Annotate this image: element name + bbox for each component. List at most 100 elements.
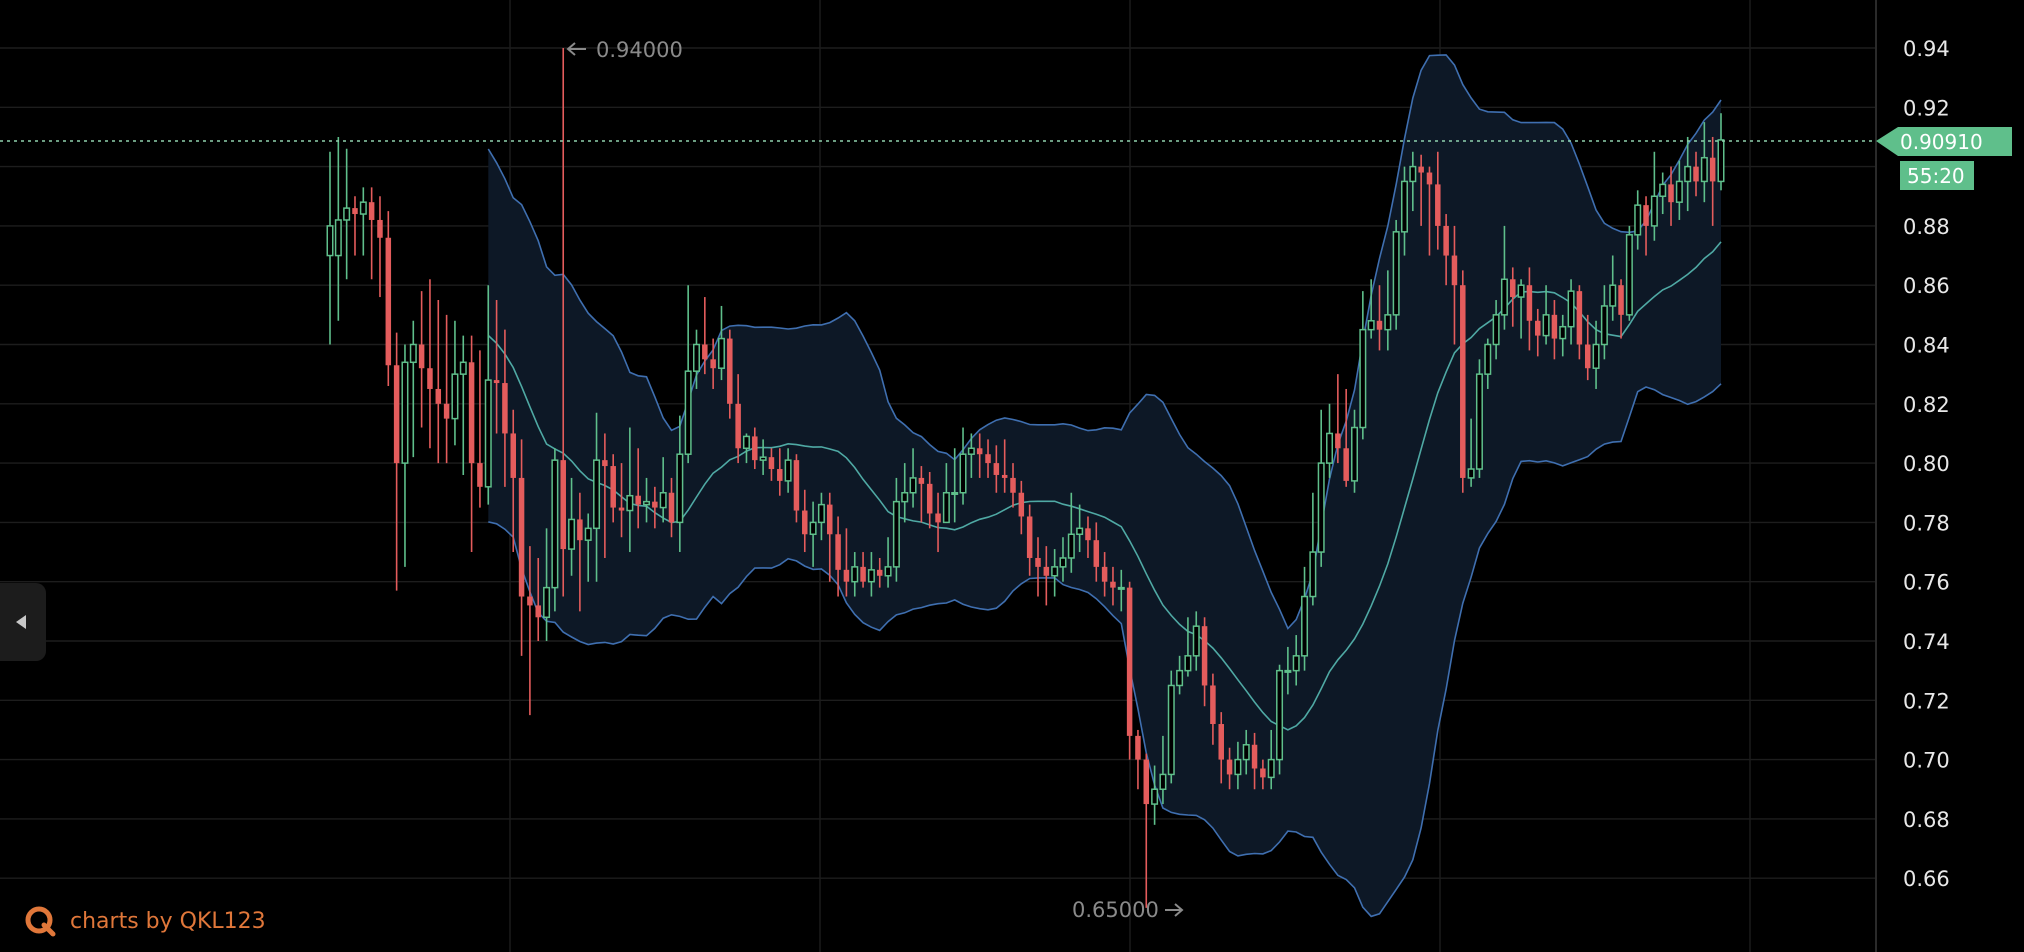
candle: [1634, 190, 1642, 250]
candle: [1367, 279, 1375, 339]
candle: [1659, 172, 1667, 215]
candle: [909, 448, 917, 508]
candle: [1475, 359, 1483, 478]
low-value: 0.65000: [1072, 898, 1159, 922]
band-fill: [488, 54, 1721, 917]
candle: [1234, 741, 1242, 790]
y-tick-label: 0.88: [1903, 215, 1950, 239]
brand-text: charts by QKL123: [70, 908, 266, 934]
y-tick-label: 0.70: [1903, 749, 1950, 773]
candle: [1085, 516, 1091, 558]
candle: [1675, 160, 1683, 220]
candle: [377, 196, 383, 298]
candle: [1059, 537, 1067, 582]
brand-watermark[interactable]: charts by QKL123: [24, 905, 266, 937]
candle: [1542, 285, 1550, 345]
candle: [1576, 285, 1583, 360]
candle: [593, 412, 601, 582]
candle: [527, 546, 533, 716]
candle: [1284, 646, 1292, 695]
candle: [1409, 151, 1417, 212]
y-tick-label: 0.86: [1903, 274, 1950, 298]
candle: [1251, 732, 1258, 790]
y-tick-label: 0.82: [1903, 393, 1950, 417]
candle: [502, 329, 508, 487]
candle: [1260, 759, 1266, 790]
candle: [1218, 712, 1224, 784]
caret-left-icon: [16, 615, 26, 629]
y-tick-label: 0.72: [1903, 689, 1950, 713]
candle: [1210, 673, 1216, 745]
candle: [1326, 403, 1334, 478]
candle: [659, 457, 667, 523]
candle: [451, 320, 459, 446]
candle: [1443, 214, 1449, 286]
candle: [1117, 569, 1125, 612]
y-tick-label: 0.84: [1903, 334, 1950, 358]
candle: [1167, 670, 1175, 784]
candle: [459, 335, 467, 475]
current-price-tag: 0.90910: [1876, 127, 2012, 156]
candle: [626, 427, 634, 553]
candle: [635, 448, 641, 529]
candle: [827, 492, 833, 582]
candle: [1159, 735, 1167, 805]
candle: [602, 433, 608, 558]
candle: [735, 374, 741, 464]
candle: [1201, 617, 1208, 707]
candle: [1609, 255, 1617, 321]
candle: [484, 285, 492, 505]
candle: [1467, 418, 1475, 487]
candle: [326, 151, 334, 345]
candle: [901, 463, 909, 523]
candle: [1035, 537, 1041, 597]
candle: [409, 320, 417, 458]
collapse-panel-button[interactable]: [0, 583, 46, 661]
candle: [1010, 463, 1016, 508]
candle: [1510, 267, 1516, 327]
candle: [610, 454, 616, 523]
candle: [843, 528, 850, 597]
candle: [435, 300, 442, 464]
candle: [1018, 480, 1025, 535]
candle: [1451, 225, 1458, 345]
candle: [993, 445, 1000, 493]
candle: [702, 297, 708, 375]
candle: [510, 409, 516, 553]
candle: [926, 471, 933, 529]
candle: [551, 448, 559, 612]
candle: [1001, 439, 1008, 493]
candle: [1600, 285, 1608, 360]
candle: [1384, 270, 1392, 351]
candle: [1517, 279, 1525, 339]
candle: [493, 300, 500, 434]
candle: [802, 489, 808, 553]
candle: [1618, 279, 1624, 339]
candle: [1584, 314, 1591, 381]
candle: [1101, 552, 1108, 597]
high-value: 0.94000: [596, 38, 683, 62]
candle: [1400, 166, 1408, 256]
y-tick-label: 0.78: [1903, 511, 1950, 535]
candle: [1567, 279, 1575, 345]
candle: [1693, 151, 1699, 197]
candle: [1176, 655, 1184, 695]
y-tick-label: 0.68: [1903, 808, 1950, 832]
candle: [976, 433, 983, 478]
candle: [1392, 219, 1400, 330]
candle: [1043, 546, 1050, 606]
candle: [918, 466, 925, 523]
candle: [643, 477, 651, 523]
candle: [584, 513, 592, 582]
candle: [427, 279, 433, 449]
candle: [652, 486, 658, 529]
low-annotation: 0.65000: [1072, 898, 1184, 922]
candle: [1110, 566, 1116, 606]
candle: [684, 285, 692, 464]
candle: [752, 427, 758, 470]
candle: [1717, 113, 1725, 191]
candle: [768, 448, 775, 481]
candle: [477, 350, 483, 508]
candle: [393, 332, 400, 591]
